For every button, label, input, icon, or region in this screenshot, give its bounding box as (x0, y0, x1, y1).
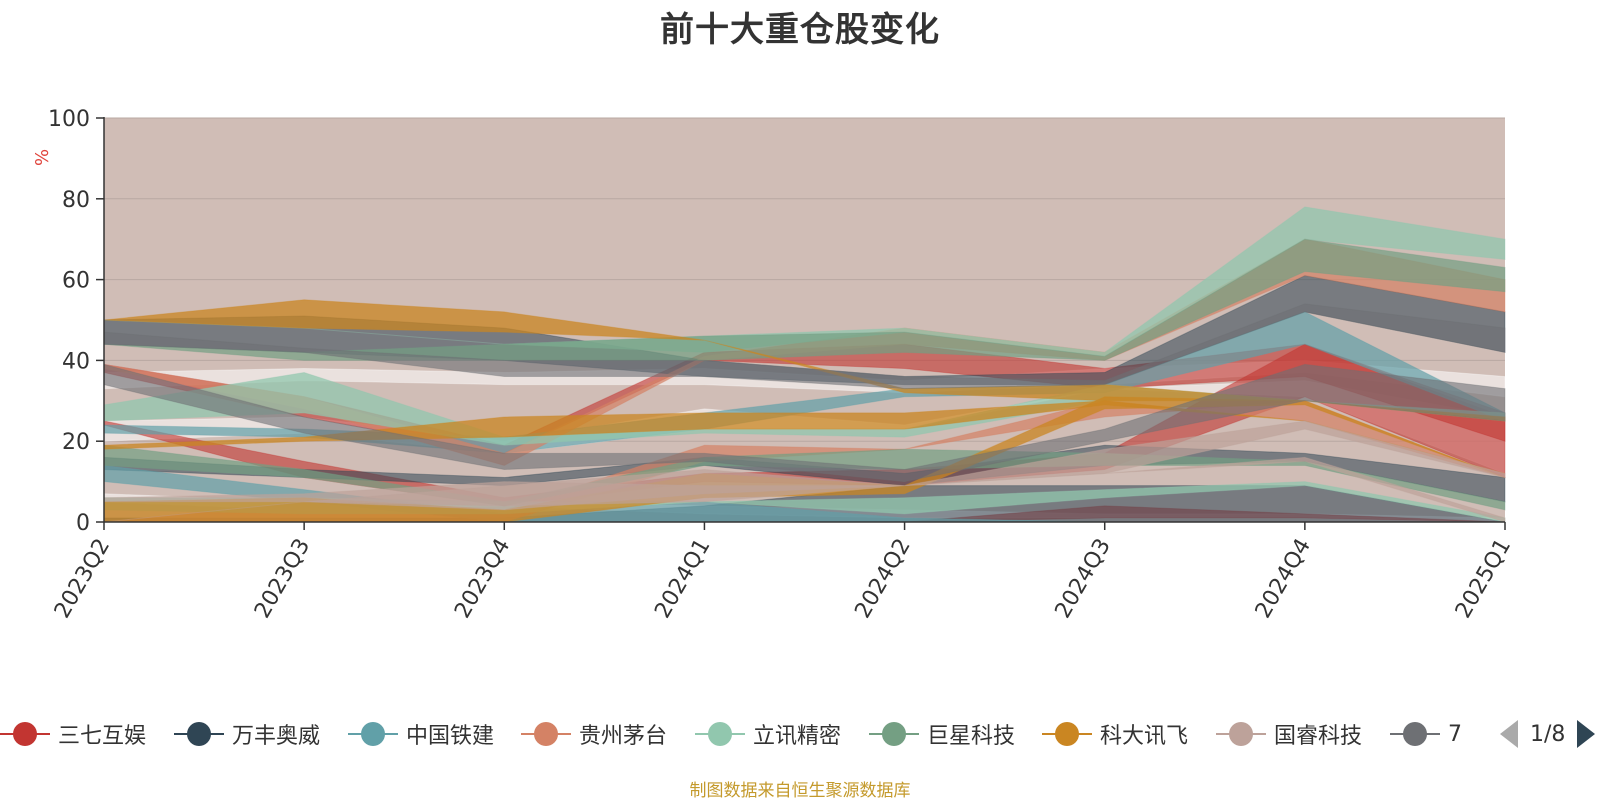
x-tick-label: 2025Q1 (1451, 535, 1516, 623)
x-tick-label: 2024Q1 (650, 535, 715, 623)
y-unit-label: % (32, 149, 53, 166)
x-tick-label: 2023Q4 (450, 535, 515, 623)
y-tick-label: 100 (48, 107, 90, 132)
legend-swatch-icon (1042, 722, 1092, 746)
legend-label: 贵州茅台 (579, 724, 668, 749)
y-tick-label: 40 (62, 349, 90, 374)
legend-label: 7 (1448, 721, 1462, 747)
x-tick-label: 2023Q3 (250, 535, 315, 623)
legend-item[interactable]: 立讯精密 (695, 716, 841, 752)
chart-title: 前十大重仓股变化 (660, 10, 940, 50)
axes (103, 117, 1505, 523)
legend-label: 巨星科技 (927, 724, 1016, 749)
legend-swatch-icon (1390, 722, 1440, 746)
y-tick-labels: 0 20 40 60 80 100 (48, 107, 104, 536)
legend-label: 中国铁建 (406, 724, 495, 749)
legend-item[interactable]: 国睿科技 (1216, 716, 1362, 752)
legend-swatch-icon (695, 722, 745, 746)
y-tick-label: 60 (62, 269, 90, 294)
y-tick-label: 80 (62, 188, 90, 213)
x-tick-labels: 2023Q2 2023Q3 2023Q4 2024Q1 2024Q2 2024Q3 2024… (50, 522, 1516, 623)
legend-label: 万丰奥威 (232, 724, 321, 749)
pager-text: 1/8 (1530, 721, 1566, 747)
area-band (103, 303, 1506, 390)
x-tick-label: 2024Q3 (1051, 535, 1116, 623)
legend-item[interactable]: 巨星科技 (869, 716, 1015, 752)
legend-swatch-icon (0, 722, 50, 746)
legend-item[interactable]: 万丰奥威 (174, 716, 320, 752)
legend-label: 三七互娱 (58, 724, 147, 749)
legend-label: 科大讯飞 (1100, 724, 1189, 749)
legend-swatch-icon (348, 722, 398, 746)
legend-swatch-icon (174, 722, 224, 746)
x-tick-label: 2024Q2 (850, 535, 915, 623)
legend-pager: 1/8 (1500, 716, 1596, 752)
legend-swatch-icon (869, 722, 919, 746)
legend-swatch-icon (1216, 722, 1266, 746)
pager-next-arrow-icon[interactable] (1577, 720, 1596, 748)
legend-item[interactable]: 中国铁建 (348, 716, 494, 752)
area-band (103, 363, 1506, 483)
legend-swatch-icon (521, 722, 571, 746)
legend-item[interactable]: 贵州茅台 (521, 716, 667, 752)
y-tick-label: 0 (76, 511, 90, 536)
legend-label: 国睿科技 (1274, 724, 1363, 749)
y-tick-label: 20 (62, 430, 90, 455)
area-band (103, 456, 1506, 523)
legend-item[interactable]: 三七互娱 (0, 716, 146, 752)
data-source-note: 制图数据来自恒生聚源数据库 (689, 781, 911, 801)
area-bands (103, 206, 1506, 523)
legend-item[interactable]: 7 (1390, 716, 1462, 752)
x-tick-label: 2024Q4 (1251, 535, 1316, 623)
legend: 三七互娱 万丰奥威 中国铁建 贵州茅台 立讯精密 巨星科技 科大讯飞 国睿科技 7 (0, 716, 1480, 752)
legend-item[interactable]: 科大讯飞 (1042, 716, 1188, 752)
legend-label: 立讯精密 (753, 724, 842, 749)
pager-prev-arrow-icon[interactable] (1500, 720, 1518, 748)
x-tick-label: 2023Q2 (50, 535, 115, 623)
